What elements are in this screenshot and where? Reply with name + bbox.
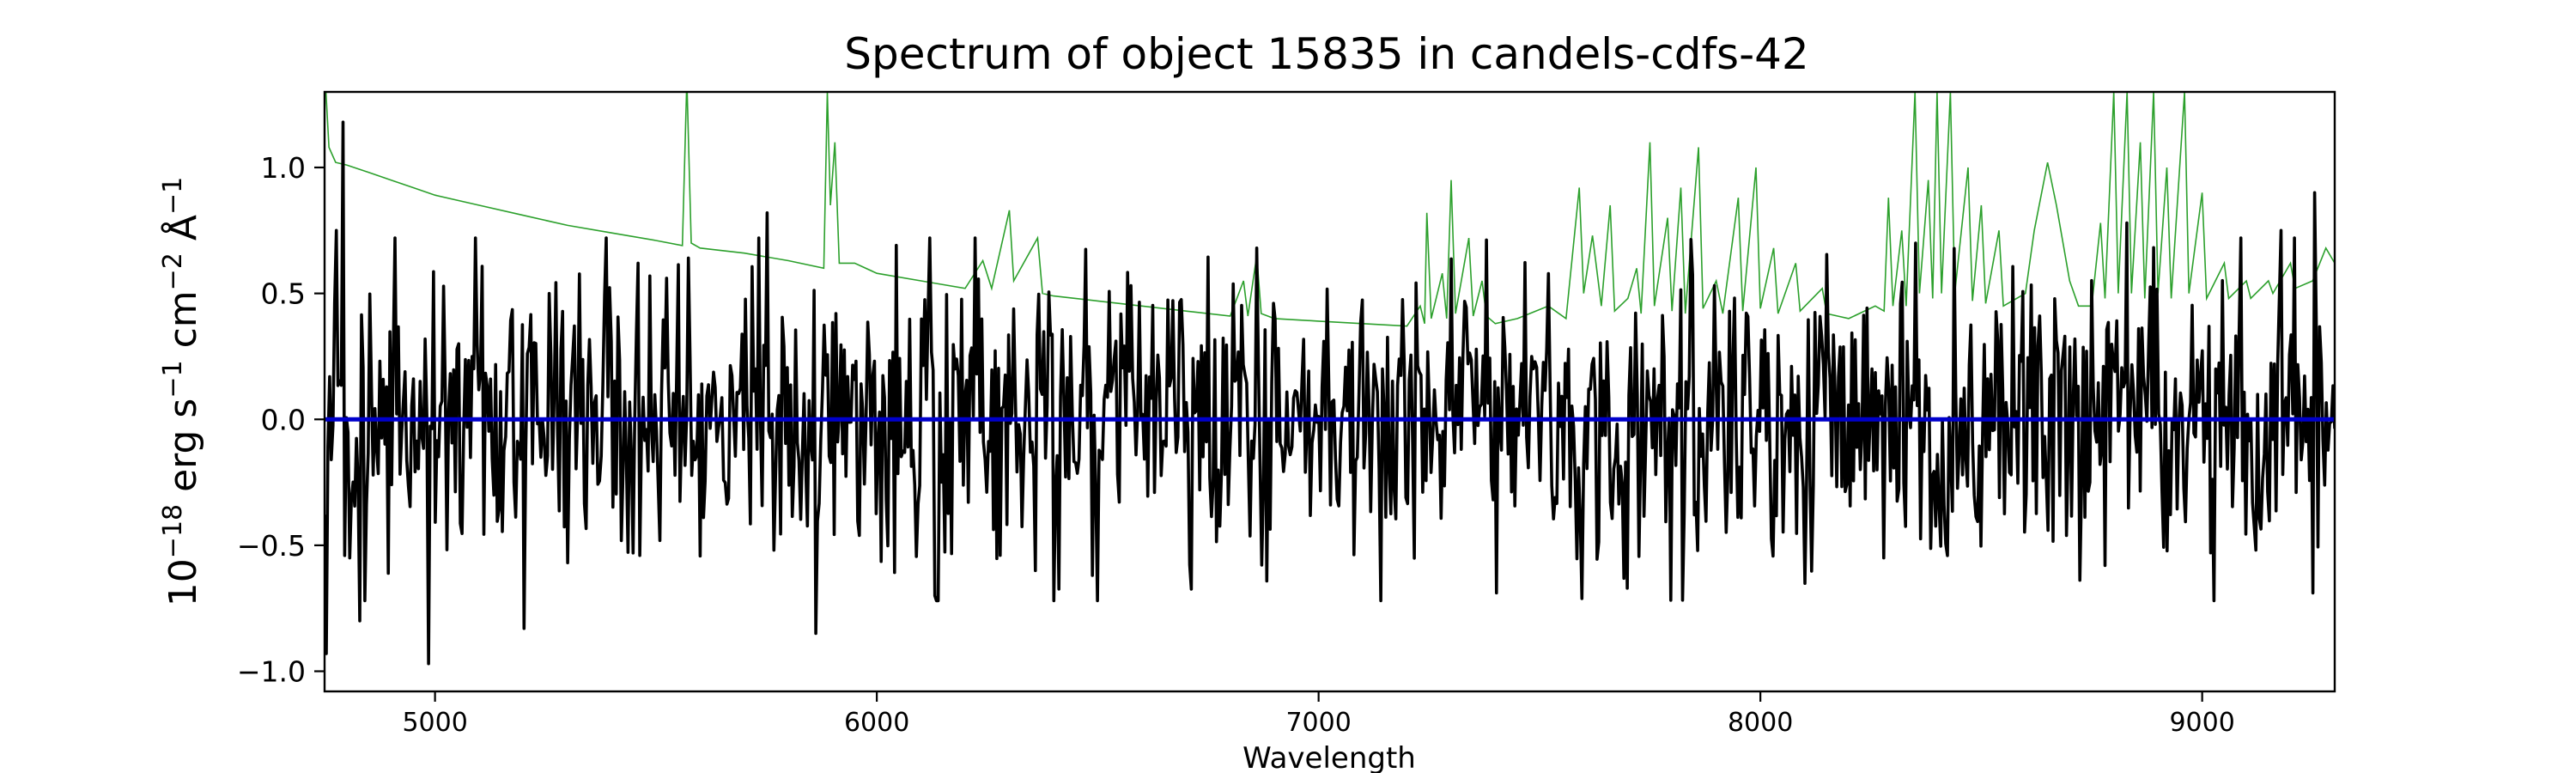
plot-frame [323,90,2336,693]
x-tick-label: 9000 [2169,708,2234,738]
y-tick-label: −0.5 [237,529,306,563]
y-axis: 1.0 0.5 0.0 −0.5 −1.0 [237,151,325,689]
x-tick-label: 6000 [844,708,909,738]
y-label-exponent: −2 [158,253,188,290]
chart-title: Spectrum of object 15835 in candels-cdfs… [844,29,1809,79]
y-label-exponent: −1 [158,177,188,215]
y-label-text: erg s [161,399,205,504]
y-label-exponent: −18 [158,504,188,558]
y-label-text: 10 [161,558,205,606]
error-spectrum-line [325,92,2335,327]
y-label-exponent: −1 [158,360,188,398]
y-tick-label: 0.0 [261,403,306,436]
y-tick-label: 1.0 [261,151,306,185]
x-axis: 5000 6000 7000 8000 9000 [402,691,2235,738]
x-tick-label: 5000 [402,708,467,738]
x-tick-label: 8000 [1728,708,1793,738]
y-tick-label: −1.0 [237,655,306,689]
y-label-text: Å [160,215,205,253]
x-tick-label: 7000 [1285,708,1351,738]
y-axis-label: 10−18 erg s−1 cm−2 Å−1 [158,177,206,606]
y-tick-label: 0.5 [261,277,306,311]
series-layer [325,92,2335,666]
x-axis-label: Wavelength [1242,741,1416,773]
y-label-text: cm [161,290,205,360]
flux-spectrum-line [325,120,2335,666]
